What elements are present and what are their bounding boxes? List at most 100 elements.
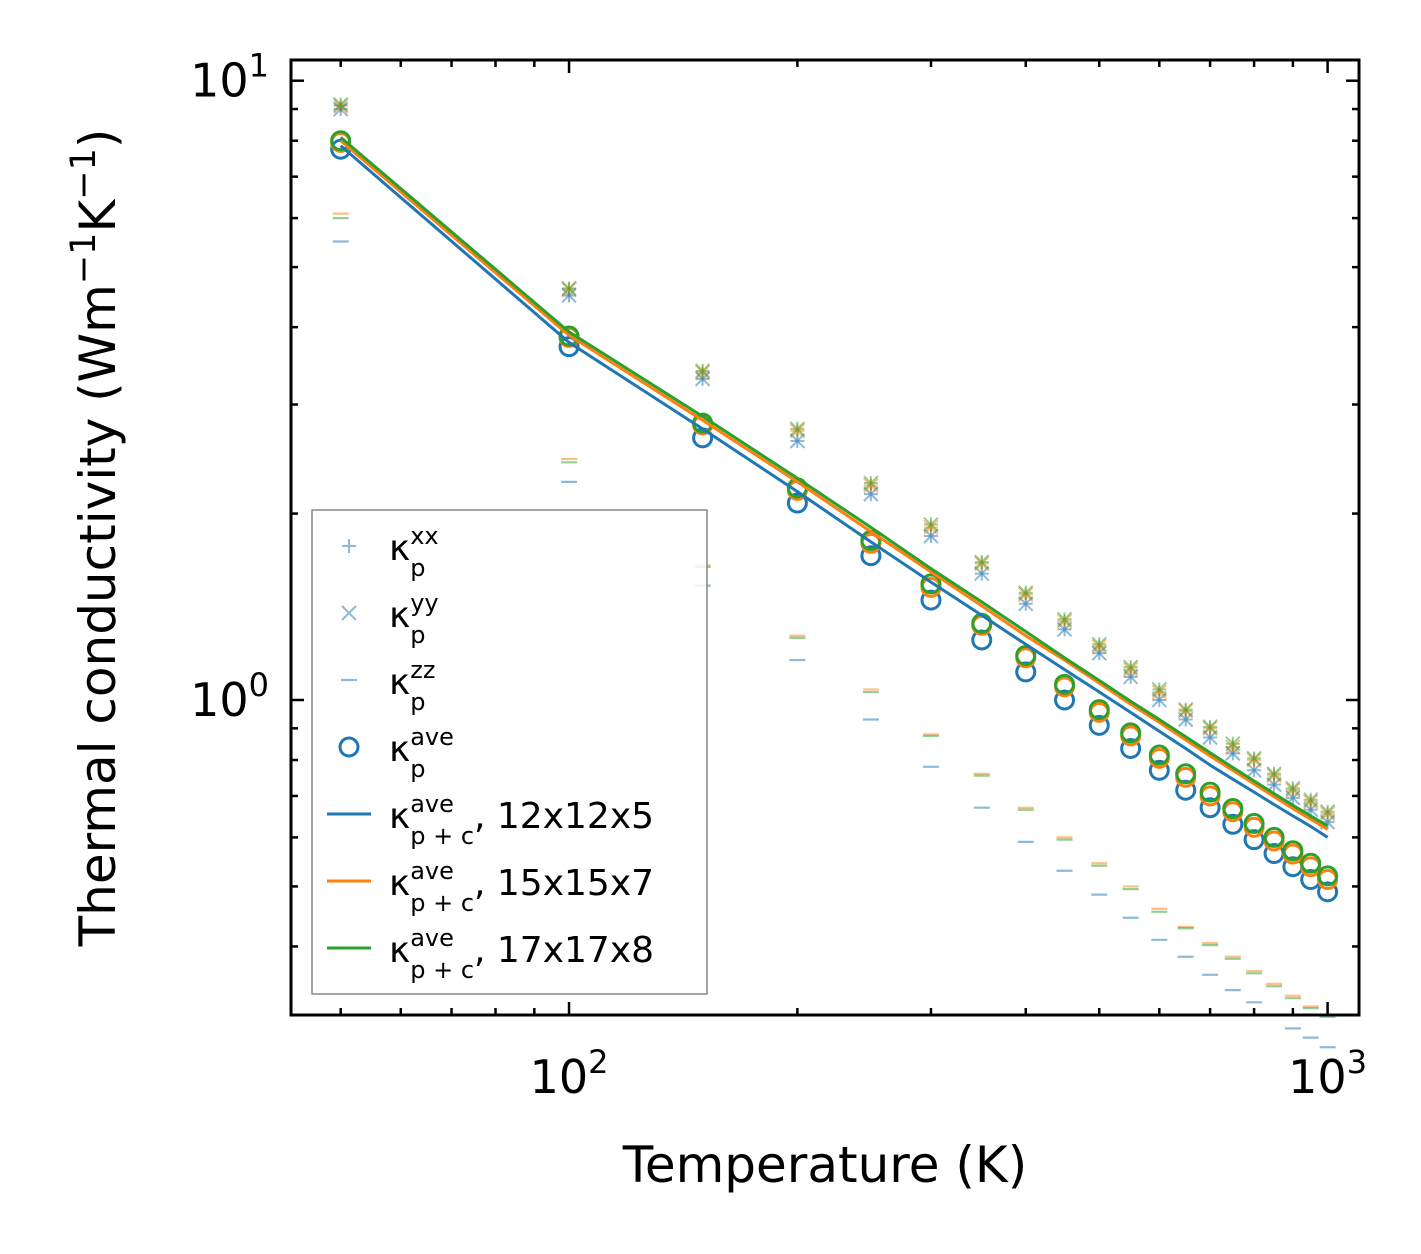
y-tick-label: 101 xyxy=(190,47,269,108)
legend-item: κave p + c, 15x15x7 xyxy=(327,857,654,917)
data-point-x xyxy=(341,605,357,621)
data-point-x xyxy=(1246,752,1262,768)
data-point-circle xyxy=(920,573,942,595)
data-point-x xyxy=(1202,720,1218,737)
data-point-circle xyxy=(1282,840,1304,862)
data-point-circle xyxy=(920,589,942,611)
series-kp_zz-17x17x8 xyxy=(332,216,1336,1018)
data-point-x xyxy=(1056,613,1073,629)
data-point-x xyxy=(1122,661,1139,678)
data-point-circle xyxy=(1088,699,1110,721)
legend-label: κave p + c, 12x12x5 xyxy=(389,790,654,850)
data-point-x xyxy=(1091,638,1107,655)
data-point-x xyxy=(1018,586,1034,603)
legend-item: κave p + c, 12x12x5 xyxy=(327,790,654,850)
data-point-x xyxy=(1018,585,1034,601)
series-kpc_ave-17x17x8 xyxy=(339,136,1329,828)
data-point-circle xyxy=(1317,881,1339,903)
x-tick-label: 103 xyxy=(1288,1043,1367,1104)
data-point-x xyxy=(1225,739,1241,755)
series-line xyxy=(339,144,1329,839)
data-point-x xyxy=(1122,659,1139,675)
data-point-circle xyxy=(1015,661,1037,683)
legend-label: κave p + c, 17x17x8 xyxy=(389,924,654,984)
data-point-x xyxy=(789,423,806,439)
x-tick-label: 102 xyxy=(530,1043,609,1104)
data-point-x xyxy=(1319,806,1336,822)
data-point-circle xyxy=(1148,759,1170,781)
legend-item: κave p + c, 17x17x8 xyxy=(327,924,654,984)
data-point-circle xyxy=(330,130,352,152)
data-point-circle xyxy=(1243,812,1265,834)
data-point-x xyxy=(332,98,349,114)
data-point-x xyxy=(974,554,990,570)
data-point-x xyxy=(1246,750,1262,767)
data-point-x xyxy=(1302,794,1319,810)
legend-frame xyxy=(311,509,708,995)
y-tick-label: 100 xyxy=(190,666,269,727)
legend: κxx p κyy p κzz p κave p κave p + c, 12x12x5 κave p… xyxy=(311,509,708,995)
series-kpc_ave-15x15x7 xyxy=(339,139,1329,831)
data-point-circle xyxy=(1222,813,1244,835)
data-point-x xyxy=(863,477,879,494)
data-point-circle xyxy=(1199,781,1221,803)
legend-label: κyy p xyxy=(389,589,439,649)
data-point-x xyxy=(923,516,939,533)
data-point-circle xyxy=(1222,798,1244,820)
data-point-circle xyxy=(860,545,882,567)
data-point-x xyxy=(561,280,577,297)
legend-label: κxx p xyxy=(389,522,439,582)
data-point-x xyxy=(1225,736,1241,752)
data-point-x xyxy=(1056,611,1073,627)
data-point-circle xyxy=(1175,763,1197,785)
data-point-x xyxy=(332,96,349,113)
data-point-x xyxy=(1266,766,1282,782)
data-point-circle xyxy=(1054,673,1076,695)
axes-frame xyxy=(289,58,1361,1017)
axis-labels: 102 103 100 101 Temperature (K) Thermal condu… xyxy=(64,47,1367,1194)
data-point-x xyxy=(1177,701,1194,718)
data-point-plus xyxy=(342,539,356,553)
data-point-circle xyxy=(1148,744,1170,766)
data-point-x xyxy=(1202,719,1218,735)
series-kpc_ave-12x12x5 xyxy=(339,144,1329,839)
legend-item: κzz p xyxy=(341,656,435,716)
data-point-x xyxy=(1319,804,1336,820)
data-point-circle xyxy=(1054,689,1076,711)
y-axis-label: Thermal conductivity (Wm−1K−1) xyxy=(64,129,127,948)
series-line xyxy=(339,136,1329,828)
data-point-x xyxy=(1091,636,1107,653)
data-point-circle xyxy=(786,492,808,514)
data-point-x xyxy=(332,101,349,117)
data-point-x xyxy=(974,555,990,572)
legend-item: κxx p xyxy=(342,522,439,582)
data-point-circle xyxy=(1300,852,1322,874)
data-point-x xyxy=(561,287,577,304)
data-point-circle xyxy=(1120,722,1142,744)
data-point-x xyxy=(694,363,711,379)
data-point-x xyxy=(1151,684,1168,700)
series-kp_ave-12x12x5 xyxy=(330,138,1339,903)
series-line xyxy=(339,139,1329,831)
data-point-circle xyxy=(1243,829,1265,851)
legend-label: κave p + c, 15x15x7 xyxy=(389,857,654,917)
data-point-x xyxy=(1302,792,1319,808)
data-point-x xyxy=(789,421,806,437)
legend-item: κave p xyxy=(338,723,454,783)
data-point-circle xyxy=(1015,644,1037,666)
legend-label: κave p xyxy=(389,723,454,783)
data-point-circle xyxy=(1199,797,1221,819)
data-point-circle xyxy=(1263,826,1285,848)
data-point-x xyxy=(694,364,711,381)
data-point-x xyxy=(1285,782,1301,798)
data-point-circle xyxy=(1120,737,1142,759)
data-point-x xyxy=(923,519,939,536)
data-point-x xyxy=(1151,681,1168,698)
data-point-circle xyxy=(338,736,360,758)
data-point-circle xyxy=(1317,865,1339,887)
legend-item: κyy p xyxy=(341,589,439,649)
x-axis-label: Temperature (K) xyxy=(622,1136,1027,1194)
data-point-x xyxy=(1266,767,1282,784)
data-point-x xyxy=(863,475,879,491)
